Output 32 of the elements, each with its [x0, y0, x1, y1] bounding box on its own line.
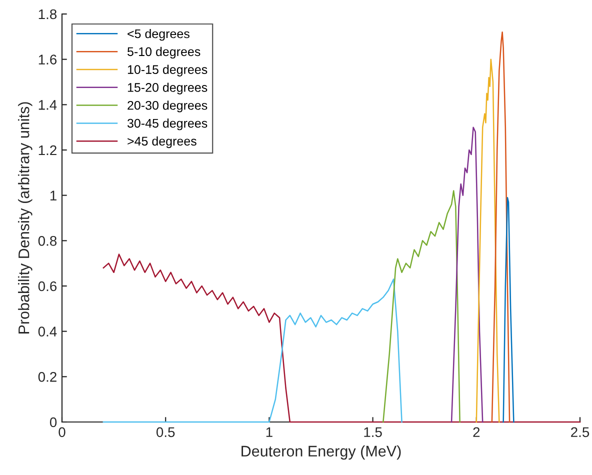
line-series [382, 190, 460, 423]
y-tick-label: 1.4 [38, 100, 57, 110]
legend-label: >45 degrees [128, 136, 196, 148]
y-tick-label: 1.6 [38, 54, 57, 65]
x-tick-label: 0.5 [156, 427, 175, 438]
legend-label: 20-30 degrees [128, 100, 208, 112]
y-tick-label: 0.6 [38, 281, 57, 292]
legend-label: 15-20 degrees [128, 82, 208, 94]
line-series [476, 58, 500, 423]
line-series [502, 196, 514, 423]
legend-label: <5 degrees [128, 29, 190, 41]
legend-label: 30-45 degrees [127, 118, 208, 130]
line-series [450, 126, 484, 423]
x-tick-label: 0 [58, 427, 66, 438]
legend-label: 5-10 degrees [128, 46, 200, 59]
x-tick-label: 1.5 [364, 427, 382, 438]
y-tick-label: 0 [50, 417, 57, 428]
y-tick-label: 1 [50, 190, 56, 200]
line-series [102, 254, 581, 423]
y-tick-label: 0.2 [38, 372, 56, 382]
x-axis-title: Deuteron Energy (MeV) [242, 445, 401, 460]
x-tick-label: 2 [473, 427, 480, 437]
legend-label: 10-15 degrees [128, 64, 208, 76]
y-tick-label: 0.8 [38, 236, 57, 246]
y-axis-title: Probability Density (arbitrary units) [18, 102, 32, 334]
x-tick-label: 1 [266, 427, 272, 437]
line-series [102, 278, 402, 423]
y-tick-label: 1.8 [38, 9, 57, 20]
y-tick-label: 0.4 [38, 326, 57, 337]
line-series [491, 32, 510, 423]
y-tick-label: 1.2 [38, 145, 56, 156]
x-tick-label: 2.5 [571, 427, 590, 438]
